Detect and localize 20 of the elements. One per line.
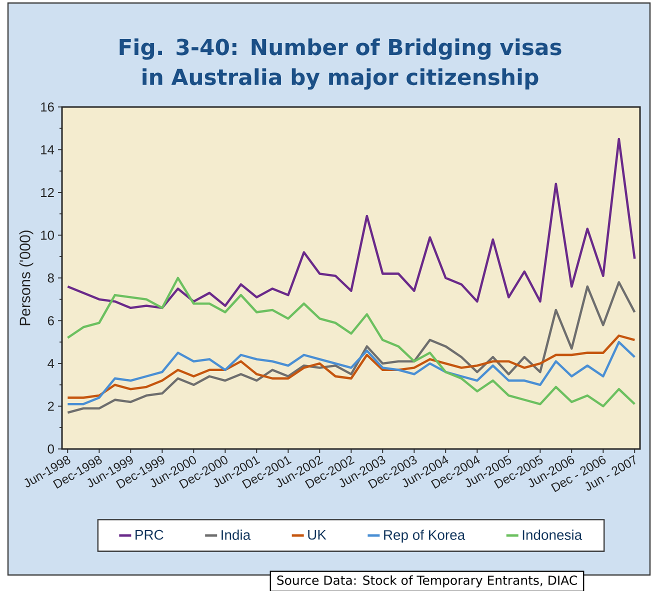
source-note: Source Data: Stock of Temporary Entrants, DIAC — [277, 575, 577, 588]
y-tick-label: 10 — [41, 230, 54, 240]
line-series — [66, 138, 636, 310]
legend-label: Indonesia — [522, 530, 582, 540]
y-tick-label: 6 — [48, 316, 54, 326]
y-tick-label: 14 — [41, 145, 54, 154]
chart-title: Fig. 3-40: Number of Bridging visas in Australia by major citizenship — [120, 38, 562, 90]
y-tick-label: 0 — [48, 444, 54, 454]
line-series — [66, 340, 636, 406]
y-tick-label: 16 — [41, 102, 54, 112]
y-tick-label: 12 — [41, 188, 54, 198]
y-tick-label: 8 — [48, 273, 54, 283]
y-tick-label: 2 — [48, 402, 54, 411]
legend-label: UK — [308, 530, 326, 540]
y-axis-title: Persons ('000) — [19, 230, 34, 326]
legend-label: India — [222, 530, 251, 540]
legend-label: PRC — [136, 530, 164, 540]
legend-label: Rep of Korea — [384, 530, 466, 543]
y-tick-label: 4 — [48, 359, 54, 368]
line-series — [66, 334, 636, 399]
